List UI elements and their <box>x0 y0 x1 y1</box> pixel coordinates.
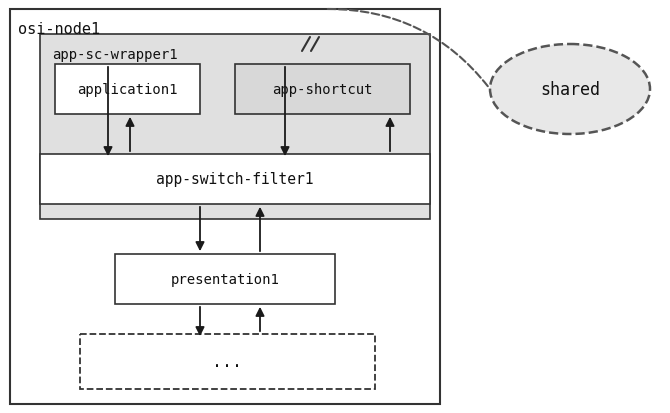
Text: app-sc-wrapper1: app-sc-wrapper1 <box>52 48 178 62</box>
Bar <box>235 65 410 115</box>
Bar <box>115 254 335 304</box>
Bar <box>40 154 430 204</box>
Text: osi-node1: osi-node1 <box>18 22 100 37</box>
Bar <box>40 35 430 219</box>
Bar <box>80 334 375 389</box>
Text: app-shortcut: app-shortcut <box>272 83 373 97</box>
Text: shared: shared <box>540 81 600 99</box>
Text: app-switch-filter1: app-switch-filter1 <box>156 172 314 187</box>
Text: application1: application1 <box>77 83 178 97</box>
Bar <box>10 10 440 404</box>
Ellipse shape <box>490 45 650 135</box>
Bar <box>55 65 200 115</box>
Text: presentation1: presentation1 <box>171 272 279 286</box>
Text: ...: ... <box>212 353 243 370</box>
